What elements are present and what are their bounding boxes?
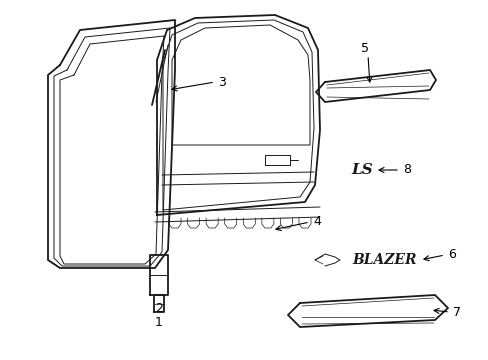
Text: 7: 7	[452, 306, 460, 319]
Text: 3: 3	[218, 76, 225, 89]
Text: 1: 1	[155, 315, 163, 328]
Text: BLAZER: BLAZER	[352, 253, 416, 267]
Text: 2: 2	[155, 301, 163, 315]
Text: 8: 8	[402, 163, 410, 176]
Text: 6: 6	[447, 248, 455, 261]
Text: 5: 5	[360, 41, 368, 54]
Text: LS: LS	[350, 163, 372, 177]
Text: 4: 4	[312, 216, 320, 229]
